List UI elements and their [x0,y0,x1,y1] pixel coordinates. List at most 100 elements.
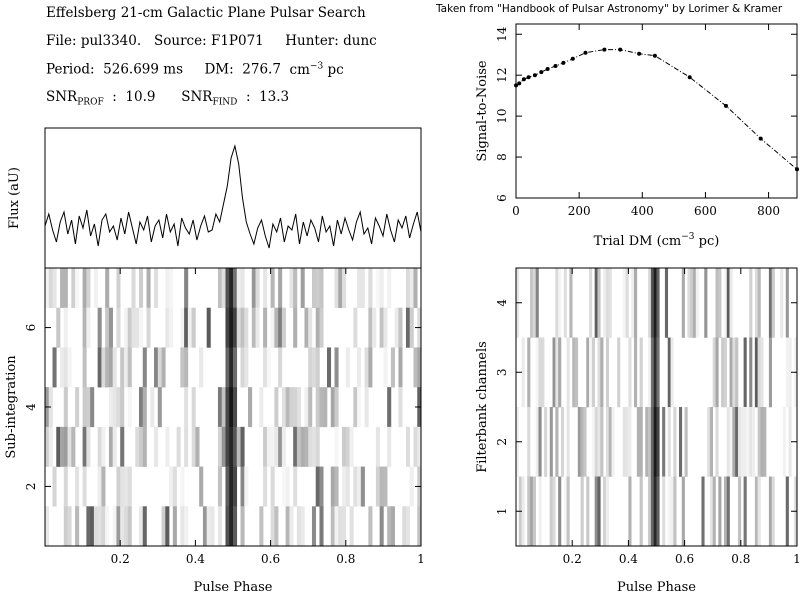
subint-cell [248,387,253,428]
subint-cell [375,268,380,309]
filterbank-cell [591,337,595,408]
subint-cell [86,268,91,309]
subint-cell [285,387,290,428]
subint-cell [90,506,95,547]
filterbank-cell [656,407,660,477]
subint-cell [123,347,129,388]
subint-cell [349,506,354,547]
filterbank-cell [788,407,792,477]
subint-cell [278,307,283,348]
filterbank-cell [785,337,789,408]
subint-cell [315,347,320,388]
subint-cell [300,426,305,467]
filterbank-cell [583,407,587,477]
subint-cell [304,426,309,467]
subint-cell [349,426,354,467]
subint-cell [56,426,61,467]
subint-cell [191,426,196,467]
subint-cell [300,506,305,547]
subint-cell [368,347,373,388]
filterbank-cell [704,268,708,338]
filterbank-cell [771,268,775,338]
subint-cell [131,307,136,348]
subint-cell [342,506,347,547]
subint-cell [345,347,350,388]
subint-cell [225,268,230,309]
filterbank-cell [726,407,730,477]
subint-cell [112,387,117,428]
subint-cell [210,506,215,547]
subint-cell [139,506,144,547]
filterbank-cell [650,337,654,408]
subint-cell [82,426,87,467]
subint-cell [233,307,238,348]
subint-cell [398,387,403,428]
filterbank-cell [530,476,534,547]
dm-curve-point [602,47,607,52]
subint-cell [60,347,65,388]
filterbank-cell [732,337,736,408]
subint-cell [101,426,106,467]
subint-cell [161,347,166,388]
subint-cell [357,347,362,388]
filterbank-cell [768,268,773,338]
filterbank-cell [552,476,556,547]
subint-cell [240,268,245,309]
filterbank-cell [693,268,697,338]
subint-cell [289,268,294,309]
subint-cell [379,268,384,309]
filterbank-cell [580,407,584,477]
subint-cell [199,466,204,507]
filterbank-cell [726,268,730,338]
subint-cell [357,268,362,309]
subint-cell [180,506,185,547]
subint-cell [315,268,320,309]
subint-cell [405,268,411,309]
filterbank-cell [535,407,539,477]
filterbank-cell [611,407,615,477]
subint-cell [345,466,350,507]
filterbank-cell [653,407,657,477]
dm-curve-point [618,47,623,52]
filterbank-cell [715,337,719,408]
subint-cell [67,347,72,388]
subint-cell [405,307,411,348]
file-info-line: File: pul3340. Source: F1P071 Hunter: du… [46,33,377,49]
filterbank-cell [780,268,784,338]
filterbank-cell [608,268,612,338]
subint-cell [353,387,358,428]
filterbank-cell [586,337,590,408]
snr-find-label: SNRFIND [181,89,238,108]
filterbank-cell [754,268,758,338]
filterbank-cell [695,268,699,338]
subint-cell [63,387,68,428]
filterbank-cell [541,337,545,408]
subint-cell [383,347,388,388]
subint-cell [101,466,106,507]
subint-cell [184,426,189,467]
hunter-label: Hunter: [285,33,339,49]
subint-cell [319,268,324,309]
subint-cell [97,347,102,388]
filterbank-cell [648,337,652,408]
subint-cell [405,506,411,547]
subint-cell [266,347,271,388]
subint-cell [387,268,392,309]
subint-cell [266,426,271,467]
subint-cell [120,506,125,547]
subint-cell [387,506,392,547]
subint-cell [63,426,68,467]
subint-cell [233,268,238,309]
subint-cell [417,426,422,467]
dm-curve-point [539,70,544,75]
subint-cell [368,506,373,547]
subint-cell [251,307,256,348]
subint-cell [108,307,113,348]
filterbank-cell [707,407,711,477]
subint-cell [120,347,125,388]
subint-cell [308,387,313,428]
filterbank-cell [670,476,674,547]
subint-cell [319,506,324,547]
filterbank-cell [760,337,764,408]
filterbank-cell [552,337,556,408]
